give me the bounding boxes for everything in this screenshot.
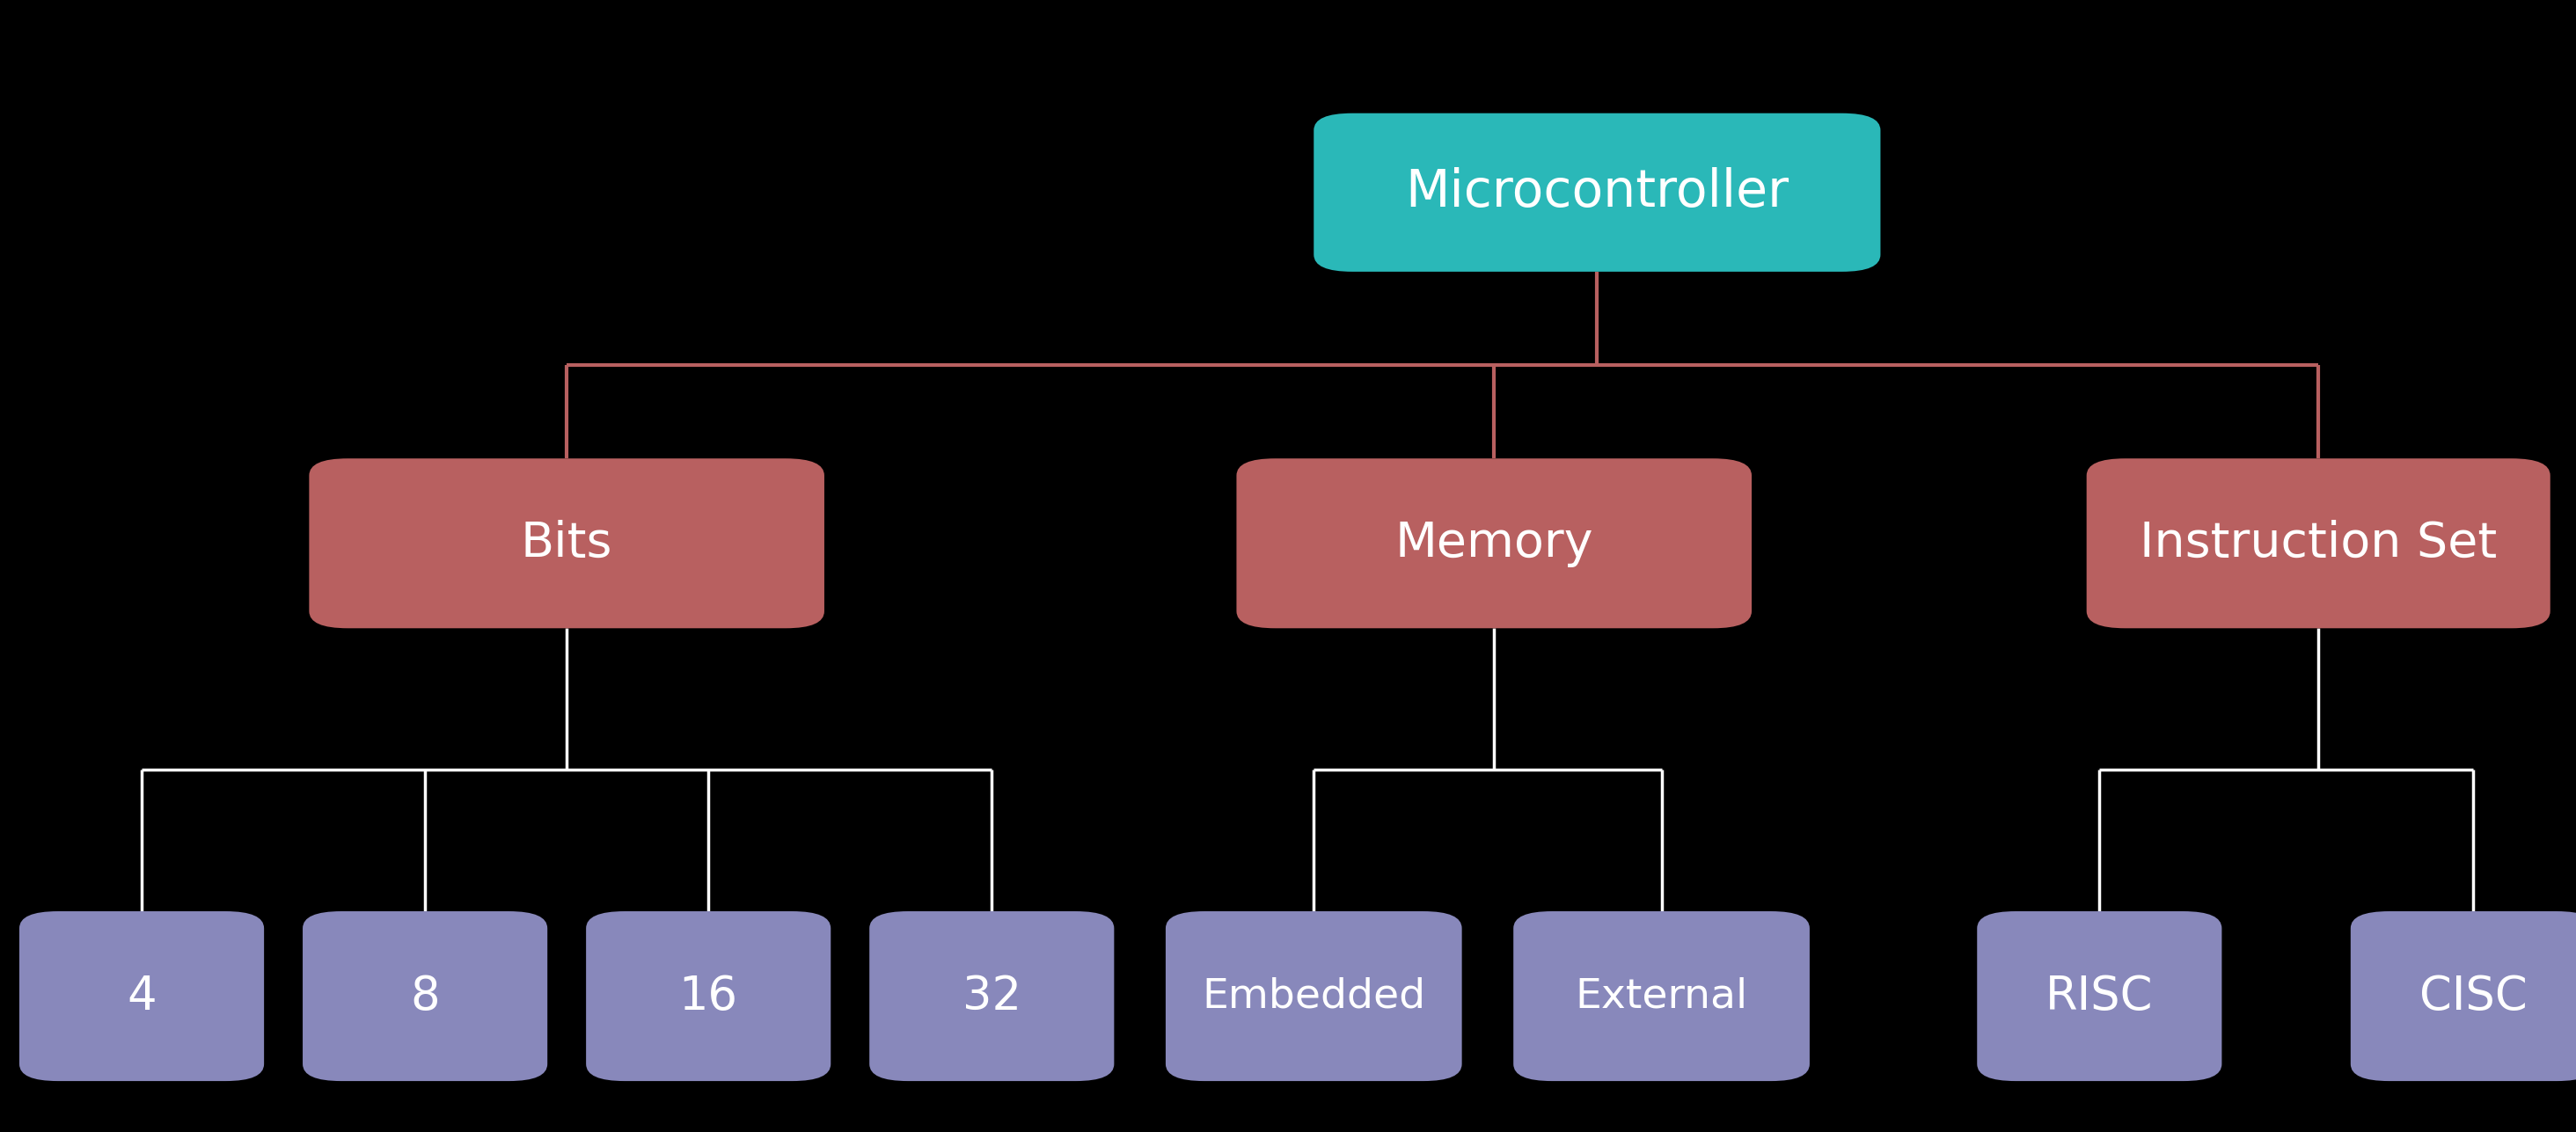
- FancyBboxPatch shape: [1978, 911, 2221, 1081]
- FancyBboxPatch shape: [1515, 911, 1808, 1081]
- FancyBboxPatch shape: [1314, 113, 1880, 272]
- Text: Memory: Memory: [1394, 520, 1595, 567]
- FancyBboxPatch shape: [587, 911, 829, 1081]
- FancyBboxPatch shape: [2087, 458, 2550, 628]
- FancyBboxPatch shape: [309, 458, 824, 628]
- Text: Bits: Bits: [520, 520, 613, 567]
- Text: 16: 16: [680, 974, 737, 1019]
- FancyBboxPatch shape: [21, 911, 265, 1081]
- FancyBboxPatch shape: [1164, 911, 1463, 1081]
- FancyBboxPatch shape: [304, 911, 549, 1081]
- FancyBboxPatch shape: [1236, 458, 1752, 628]
- Text: External: External: [1577, 977, 1747, 1015]
- Text: CISC: CISC: [2419, 974, 2527, 1019]
- FancyBboxPatch shape: [2349, 911, 2576, 1081]
- Text: 8: 8: [410, 974, 440, 1019]
- Text: Microcontroller: Microcontroller: [1406, 168, 1788, 217]
- Text: 32: 32: [963, 974, 1020, 1019]
- Text: 4: 4: [126, 974, 157, 1019]
- FancyBboxPatch shape: [871, 911, 1113, 1081]
- Text: Embedded: Embedded: [1203, 977, 1425, 1015]
- Text: Instruction Set: Instruction Set: [2141, 520, 2496, 567]
- Text: RISC: RISC: [2045, 974, 2154, 1019]
